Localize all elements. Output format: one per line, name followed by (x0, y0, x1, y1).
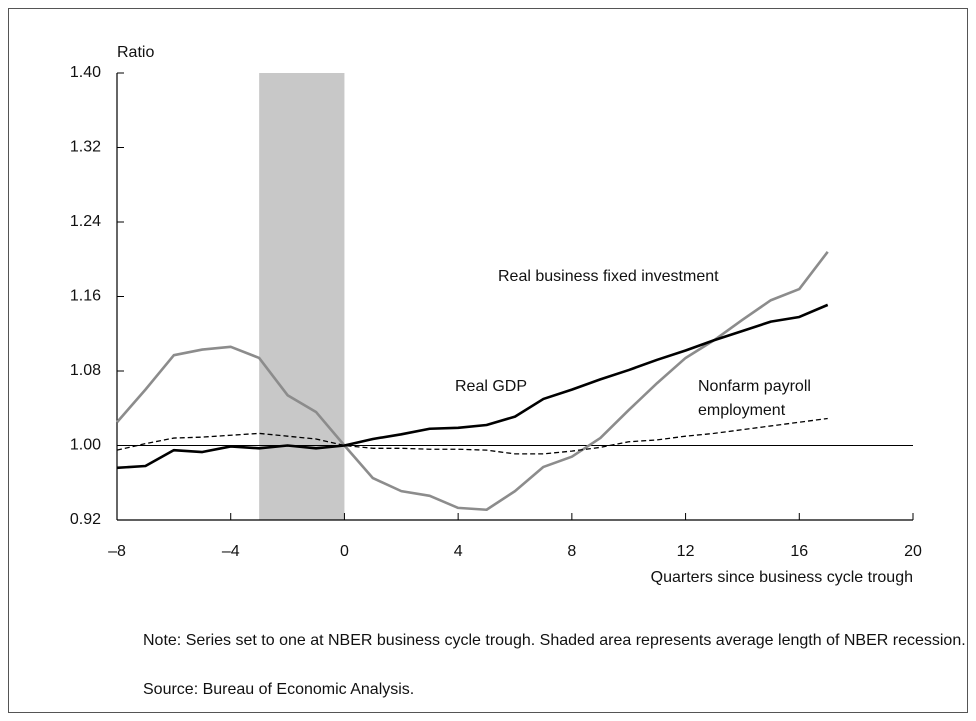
x-tick-label: –8 (108, 543, 126, 560)
y-tick-label: 1.40 (70, 64, 101, 81)
y-tick-label: 1.32 (70, 139, 101, 156)
x-tick-label: 4 (454, 543, 463, 560)
source: Source: Bureau of Economic Analysis. (143, 681, 415, 698)
series-label: Real GDP (455, 378, 527, 395)
series-line (116, 417, 828, 455)
y-tick-label: 1.00 (70, 437, 101, 454)
x-tick-label: 12 (677, 543, 695, 560)
y-tick-label: 1.24 (70, 213, 101, 230)
y-tick-label: 1.16 (70, 288, 101, 305)
y-tick-label: 0.92 (70, 511, 101, 528)
y-tick-label: 1.08 (70, 362, 101, 379)
x-tick-label: 0 (340, 543, 349, 560)
x-tick-label: 8 (567, 543, 576, 560)
series-line (116, 303, 829, 470)
y-axis-label: Ratio (117, 44, 154, 61)
recession-shade (259, 73, 345, 520)
series-label: Nonfarm payroll employment (698, 378, 811, 419)
frame (8, 8, 968, 713)
series-label: Real business fixed investment (498, 268, 719, 285)
note: Note: Series set to one at NBER business… (143, 632, 966, 649)
x-tick-label: 20 (904, 543, 922, 560)
x-tick-label: 16 (790, 543, 808, 560)
x-tick-label: –4 (222, 543, 240, 560)
x-axis-label: Quarters since business cycle trough (651, 569, 913, 586)
